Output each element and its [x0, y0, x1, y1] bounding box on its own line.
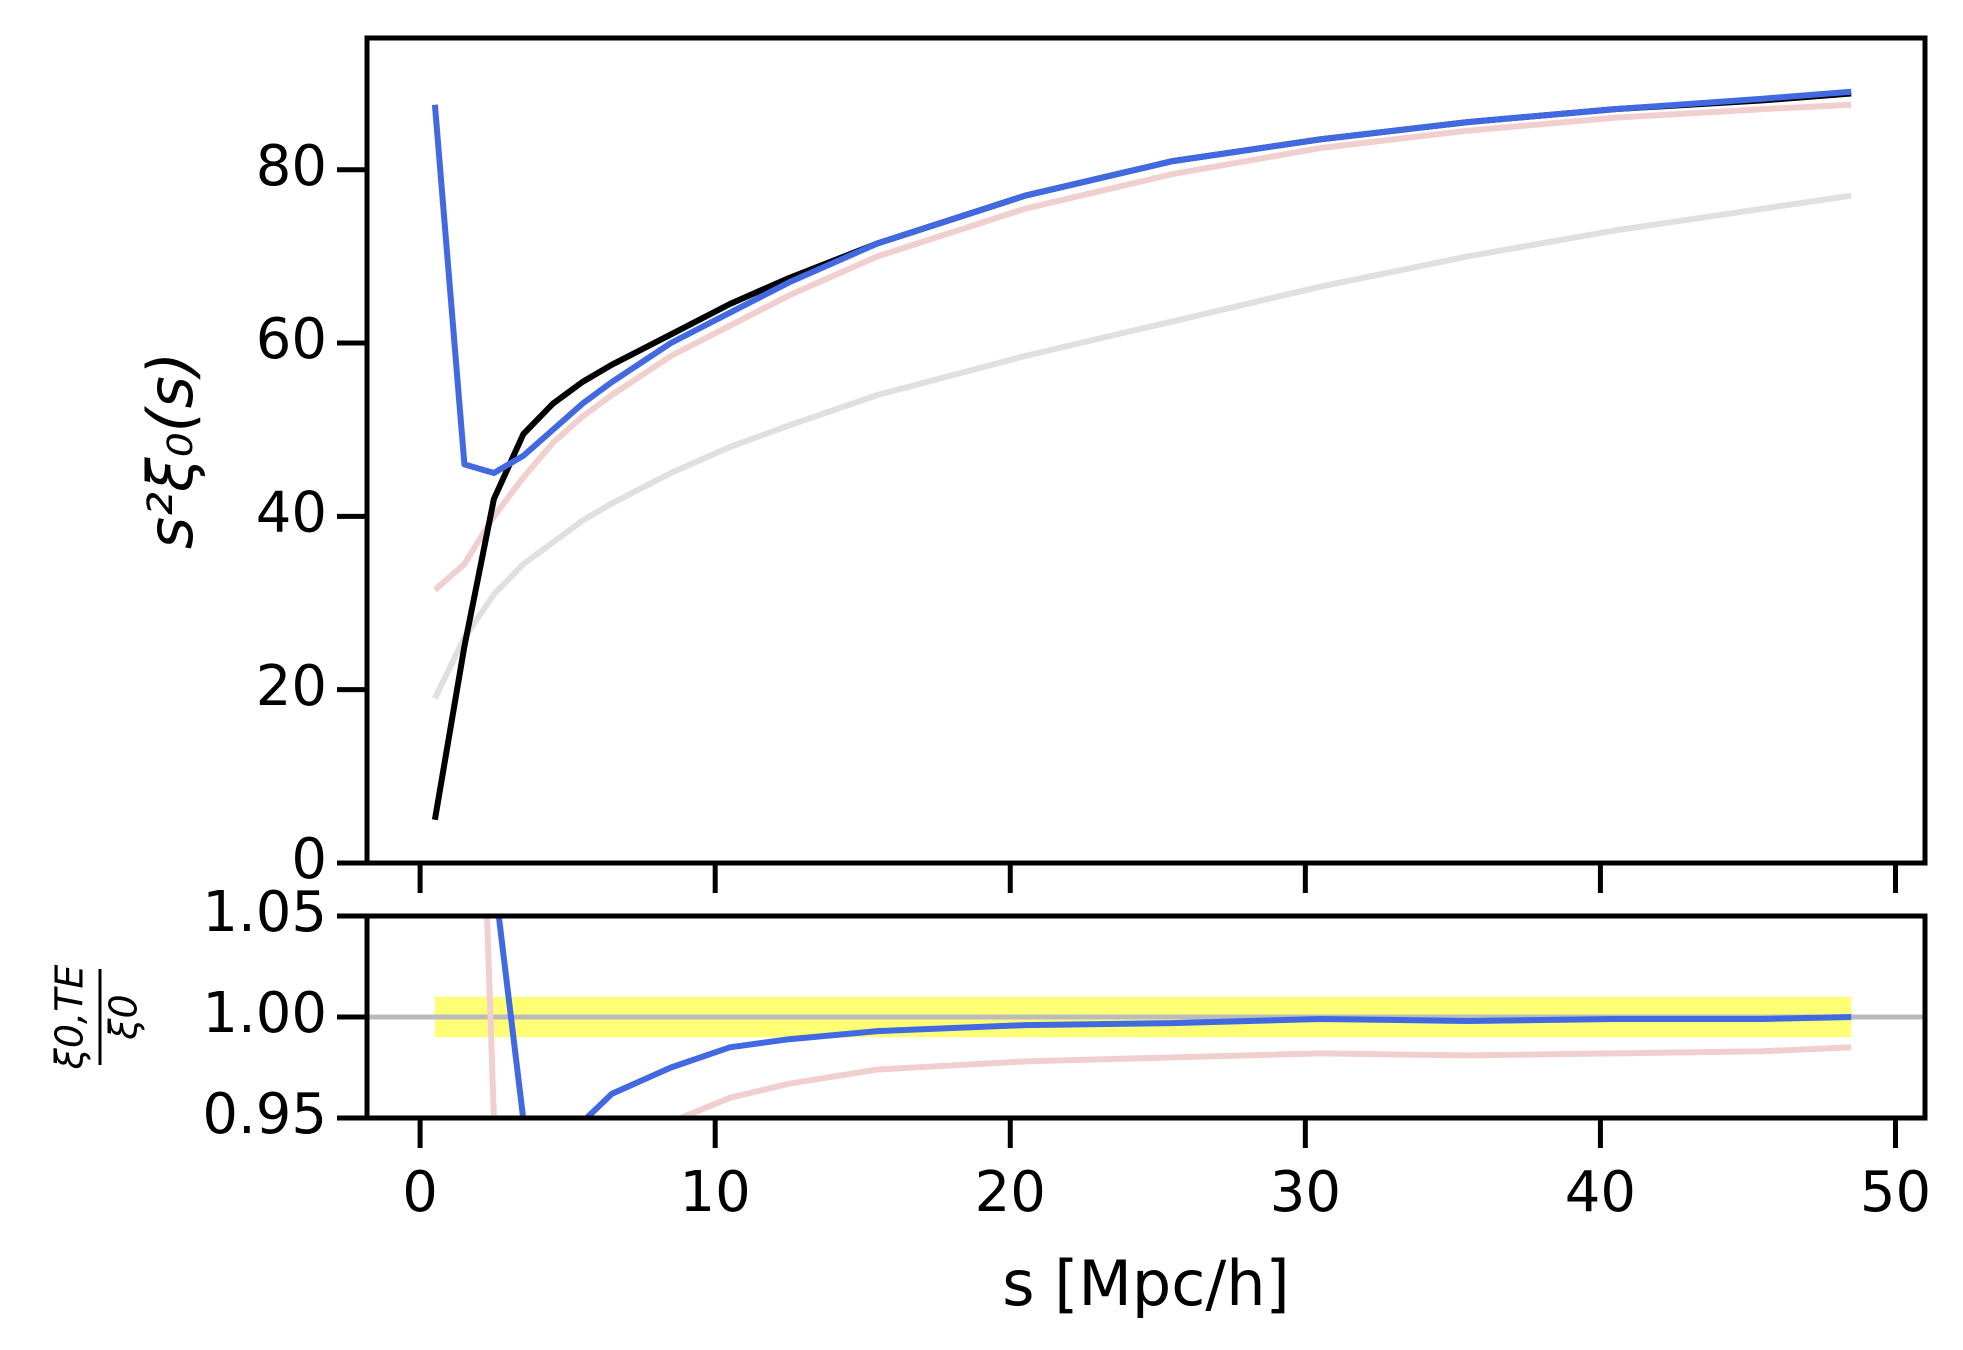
- axes-frame: [364, 35, 1928, 866]
- y-tick-label: 40: [256, 481, 327, 546]
- y-tick-label: 80: [256, 134, 327, 199]
- x-tick-label: 10: [680, 1160, 751, 1225]
- plot-area: [431, 88, 1852, 821]
- x-tick-label: 40: [1565, 1160, 1636, 1225]
- y-axis-label: s²ξ₀(s): [134, 352, 207, 549]
- y-tick-label: 20: [256, 654, 327, 719]
- series-line: [431, 88, 1852, 476]
- series-line: [484, 916, 1852, 1118]
- y-tick-label: 0.95: [202, 1082, 327, 1147]
- y-tick-label: 60: [256, 307, 327, 372]
- series-line: [432, 192, 1852, 700]
- y-tick-label: 0: [291, 827, 327, 892]
- x-tick-label: 0: [402, 1160, 438, 1225]
- series-line: [495, 916, 1852, 1118]
- series-line: [431, 90, 1852, 821]
- plot-area: [367, 916, 1925, 1118]
- y-label-numerator: ξ0,TE: [48, 965, 92, 1071]
- x-axis-label: s [Mpc/h]: [1002, 1247, 1290, 1320]
- y-tick-label: 1.05: [202, 880, 327, 945]
- x-tick-label: 20: [975, 1160, 1046, 1225]
- y-axis-label: ξ0,TE ξ0: [48, 965, 146, 1071]
- y-label-denominator: ξ0: [102, 994, 146, 1040]
- x-tick-label: 30: [1270, 1160, 1341, 1225]
- x-tick-label: 50: [1860, 1160, 1931, 1225]
- y-tick-label: 1.00: [202, 981, 327, 1046]
- series-line: [432, 101, 1852, 593]
